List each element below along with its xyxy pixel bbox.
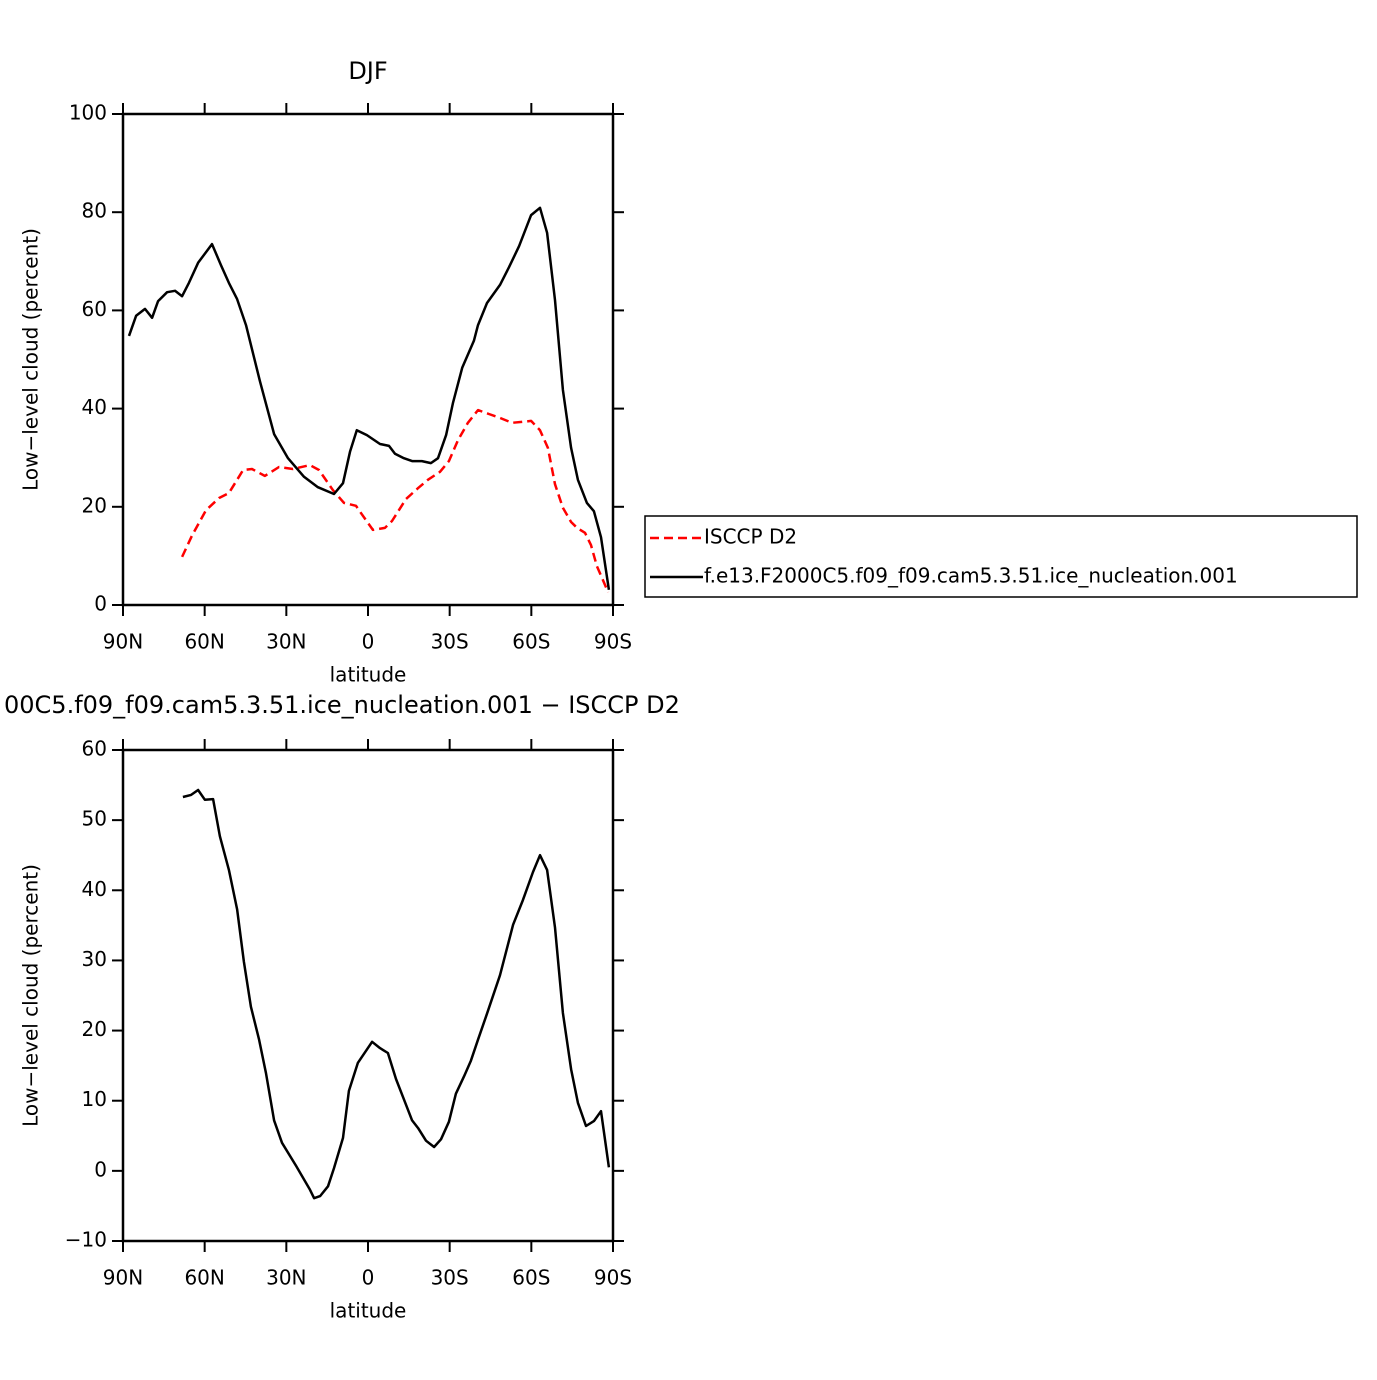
- y-tick-label: 40: [82, 877, 107, 901]
- y-tick-label: 40: [82, 395, 107, 419]
- y-tick-label: 30: [82, 947, 107, 971]
- y-tick-label: 100: [69, 101, 107, 125]
- x-tick-label: 60N: [184, 630, 224, 654]
- x-tick-label: 90S: [594, 1266, 632, 1290]
- legend-label: f.e13.F2000C5.f09_f09.cam5.3.51.ice_nucl…: [704, 564, 1238, 588]
- legend-label: ISCCP D2: [704, 525, 797, 549]
- x-tick-label: 90N: [103, 1266, 143, 1290]
- chart-title: DJF: [348, 57, 387, 85]
- y-tick-label: 20: [82, 1017, 107, 1041]
- x-tick-label: 30N: [266, 630, 306, 654]
- x-tick-label: 60S: [512, 1266, 550, 1290]
- y-tick-label: 0: [94, 1157, 107, 1181]
- series-line: [127, 206, 611, 590]
- x-tick-label: 0: [362, 1266, 375, 1290]
- series-line: [182, 788, 611, 1200]
- chart-title: 00C5.f09_f09.cam5.3.51.ice_nucleation.00…: [4, 691, 680, 719]
- y-tick-label: 20: [82, 493, 107, 517]
- y-tick-label: 10: [82, 1087, 107, 1111]
- x-axis-label: latitude: [330, 1299, 407, 1323]
- x-axis-label: latitude: [330, 663, 407, 687]
- y-tick-label: −10: [65, 1228, 107, 1252]
- x-tick-label: 0: [362, 630, 375, 654]
- plot-frame: [121, 748, 615, 1243]
- x-tick-label: 30S: [431, 1266, 469, 1290]
- plot-frame: [121, 112, 615, 607]
- x-tick-label: 30N: [266, 1266, 306, 1290]
- x-tick-label: 30S: [431, 630, 469, 654]
- y-tick-label: 0: [94, 592, 107, 616]
- series-line: [180, 408, 610, 593]
- x-tick-label: 60N: [184, 1266, 224, 1290]
- y-tick-label: 60: [82, 737, 107, 761]
- x-tick-label: 90S: [594, 630, 632, 654]
- y-axis-label: Low−level cloud (percent): [19, 864, 43, 1127]
- legend-box: [644, 515, 1358, 598]
- y-axis-label: Low−level cloud (percent): [19, 228, 43, 491]
- x-tick-label: 90N: [103, 630, 143, 654]
- y-tick-label: 60: [82, 297, 107, 321]
- y-tick-label: 80: [82, 199, 107, 223]
- x-tick-label: 60S: [512, 630, 550, 654]
- y-tick-label: 50: [82, 807, 107, 831]
